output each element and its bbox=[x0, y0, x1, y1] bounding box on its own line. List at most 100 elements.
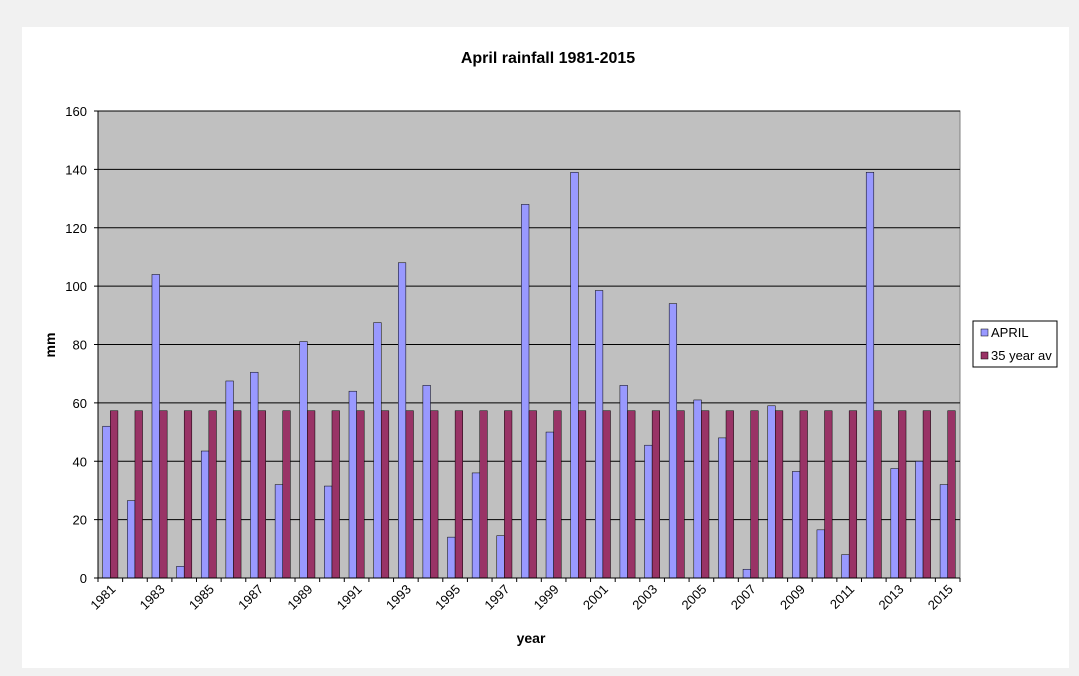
bar-35-year-av-1993 bbox=[405, 410, 414, 579]
bar-april-2004 bbox=[668, 303, 678, 579]
bars-group bbox=[102, 172, 956, 579]
bar-april-2011 bbox=[841, 554, 850, 579]
y-axis-title: mm bbox=[42, 333, 58, 358]
bar-april-2008 bbox=[767, 405, 776, 579]
bar-35-year-av-2008 bbox=[775, 410, 784, 579]
bar-april-1986 bbox=[225, 380, 234, 579]
legend-label-35-year-av: 35 year av bbox=[991, 348, 1052, 363]
x-tick-label: 1985 bbox=[186, 582, 217, 613]
y-tick-label: 60 bbox=[73, 396, 87, 411]
bar-april-1982 bbox=[127, 500, 136, 579]
legend-box bbox=[972, 320, 1058, 368]
x-tick-label: 1999 bbox=[531, 582, 562, 613]
x-tick-label: 1997 bbox=[481, 582, 512, 613]
bar-35-year-av-2006 bbox=[725, 410, 734, 579]
bar-april-1994 bbox=[422, 385, 431, 579]
legend-swatch-35-year-av bbox=[980, 351, 989, 360]
bar-april-1993 bbox=[398, 262, 407, 579]
bar-35-year-av-2015 bbox=[947, 410, 956, 579]
bar-35-year-av-1997 bbox=[504, 410, 513, 579]
bar-35-year-av-1991 bbox=[356, 410, 365, 579]
bar-april-2007 bbox=[742, 568, 751, 579]
x-tick-label: 1991 bbox=[334, 582, 365, 613]
legend-label-april: APRIL bbox=[991, 325, 1029, 340]
bar-35-year-av-2011 bbox=[848, 410, 858, 579]
bar-35-year-av-1995 bbox=[454, 410, 463, 579]
x-axis-title: year bbox=[517, 630, 546, 646]
bar-april-2006 bbox=[718, 437, 727, 579]
bar-april-2012 bbox=[865, 172, 875, 579]
x-tick-label: 1987 bbox=[235, 582, 266, 613]
bar-april-1997 bbox=[496, 535, 505, 579]
y-tick-label: 120 bbox=[65, 221, 87, 236]
bar-35-year-av-1998 bbox=[528, 410, 537, 579]
x-tick-label: 1995 bbox=[432, 582, 463, 613]
x-tick-label: 2009 bbox=[777, 582, 808, 613]
x-tick-label: 2005 bbox=[678, 582, 709, 613]
bar-april-1988 bbox=[274, 484, 283, 579]
bar-april-2009 bbox=[792, 471, 801, 579]
x-tick-label: 1993 bbox=[383, 582, 414, 613]
bar-35-year-av-1986 bbox=[233, 410, 242, 579]
bar-april-1995 bbox=[447, 536, 456, 579]
bar-35-year-av-1988 bbox=[282, 410, 291, 579]
bar-35-year-av-2002 bbox=[627, 410, 636, 579]
bar-april-2013 bbox=[890, 468, 899, 579]
bar-35-year-av-1999 bbox=[553, 410, 562, 579]
bar-35-year-av-1996 bbox=[479, 410, 488, 579]
y-tick-label: 100 bbox=[65, 279, 87, 294]
bar-april-1985 bbox=[200, 450, 210, 579]
chart-title: April rainfall 1981-2015 bbox=[461, 50, 635, 67]
y-axis-ticks: 0 20 40 60 80 100 120 140 160 bbox=[65, 104, 98, 586]
bar-april-1991 bbox=[348, 390, 357, 579]
y-tick-label: 20 bbox=[73, 513, 87, 528]
bar-april-1987 bbox=[250, 371, 259, 579]
bar-april-1999 bbox=[545, 431, 554, 579]
bar-april-1998 bbox=[521, 204, 530, 579]
bar-35-year-av-1990 bbox=[331, 410, 340, 579]
x-tick-label: 2011 bbox=[827, 582, 857, 612]
x-tick-label: 2003 bbox=[629, 582, 660, 613]
bar-april-1992 bbox=[373, 322, 382, 579]
bar-april-2005 bbox=[693, 399, 702, 579]
x-tick-label: 1981 bbox=[87, 582, 118, 613]
bar-35-year-av-1983 bbox=[159, 410, 168, 579]
x-axis-ticks: 1981 1983 1985 1987 1989 1991 1993 1995 1997 1999… bbox=[87, 578, 961, 613]
bar-april-2000 bbox=[570, 172, 579, 579]
y-tick-label: 40 bbox=[73, 454, 87, 469]
legend: APRIL 35 year av bbox=[972, 320, 1058, 368]
bar-35-year-av-1982 bbox=[134, 410, 143, 579]
bar-35-year-av-1994 bbox=[430, 410, 439, 579]
x-tick-label: 2001 bbox=[580, 582, 611, 613]
bar-april-2003 bbox=[644, 444, 653, 579]
bar-35-year-av-1992 bbox=[380, 410, 390, 579]
bar-april-1984 bbox=[176, 566, 185, 579]
bar-april-1983 bbox=[151, 274, 160, 579]
bar-35-year-av-2010 bbox=[824, 410, 833, 579]
bar-35-year-av-1985 bbox=[208, 410, 217, 579]
bar-35-year-av-1984 bbox=[183, 410, 193, 579]
x-tick-label: 2015 bbox=[925, 582, 956, 613]
bar-april-2010 bbox=[816, 529, 825, 579]
bar-april-1981 bbox=[102, 425, 111, 579]
y-tick-label: 160 bbox=[65, 104, 87, 119]
legend-swatch-april bbox=[980, 328, 989, 337]
bar-april-1996 bbox=[471, 472, 480, 579]
bar-april-2015 bbox=[939, 484, 948, 579]
y-tick-label: 80 bbox=[73, 338, 87, 353]
bar-35-year-av-1987 bbox=[257, 410, 266, 579]
bar-april-2002 bbox=[619, 385, 628, 579]
bar-april-2014 bbox=[915, 461, 924, 579]
bar-35-year-av-2004 bbox=[676, 410, 685, 579]
bar-april-1989 bbox=[299, 341, 308, 579]
bar-april-2001 bbox=[595, 290, 604, 579]
x-tick-label: 1983 bbox=[137, 582, 168, 613]
bar-35-year-av-2000 bbox=[578, 410, 587, 579]
bar-35-year-av-1981 bbox=[110, 410, 119, 579]
bar-35-year-av-2014 bbox=[922, 410, 931, 579]
x-tick-label: 1989 bbox=[284, 582, 315, 613]
bar-35-year-av-2007 bbox=[750, 410, 759, 579]
bar-35-year-av-2001 bbox=[602, 410, 611, 579]
y-tick-label: 0 bbox=[80, 571, 87, 586]
